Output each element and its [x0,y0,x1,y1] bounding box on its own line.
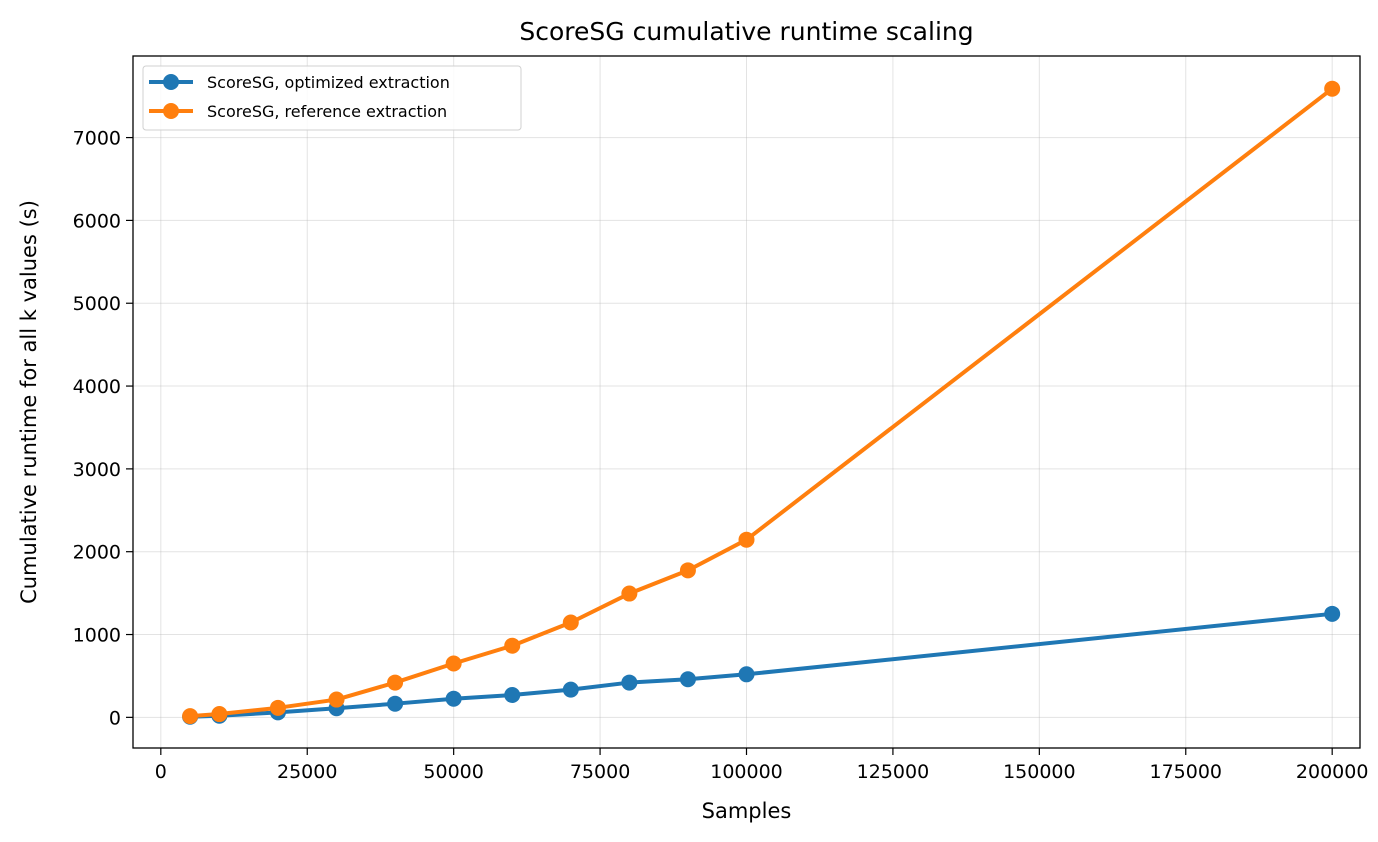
data-point [445,655,462,672]
x-tick-label: 50000 [423,761,483,783]
y-tick-label: 4000 [73,376,121,398]
y-tick-label: 3000 [73,459,121,481]
data-point [328,691,345,708]
data-point [269,699,286,716]
legend-label: ScoreSG, optimized extraction [207,73,450,92]
y-tick-label: 6000 [73,210,121,232]
data-point [679,671,696,688]
x-tick-label: 75000 [570,761,630,783]
x-tick-label: 175000 [1149,761,1222,783]
data-point [182,708,199,725]
data-point [387,695,404,712]
series-reference [182,80,1341,725]
data-point [562,681,579,698]
y-axis-title: Cumulative runtime for all k values (s) [17,200,41,604]
y-tick-label: 5000 [73,293,121,315]
data-point [621,585,638,602]
data-point [387,674,404,691]
grid [133,56,1360,748]
chart-title: ScoreSG cumulative runtime scaling [519,17,973,46]
legend-box [142,65,522,131]
y-tick-label: 2000 [73,542,121,564]
data-point [1324,605,1341,622]
legend-label: ScoreSG, reference extraction [207,102,447,121]
data-point [621,674,638,691]
data-point [504,637,521,654]
x-tick-label: 25000 [277,761,337,783]
x-tick-label: 125000 [857,761,930,783]
series-line [188,611,1335,719]
series-optimized [182,605,1341,725]
y-tick-label: 7000 [73,128,121,150]
data-point [562,614,579,631]
legend: ScoreSG, optimized extraction ScoreSG, re… [142,65,522,131]
data-point [738,666,755,683]
y-tick-label: 1000 [73,625,121,647]
x-tick-label: 200000 [1296,761,1369,783]
y-tick-label: 0 [109,707,121,729]
series-line [188,86,1335,719]
legend-swatch-marker [163,103,179,119]
series-layer [182,80,1341,725]
x-tick-label: 150000 [1003,761,1076,783]
x-tick-label: 100000 [710,761,783,783]
data-point [1324,80,1341,97]
data-point [679,562,696,579]
ticks: 0 25000 50000 75000 100000 125000 150000 175000… [73,128,1369,783]
data-point [738,531,755,548]
x-tick-label: 0 [155,761,167,783]
data-point [445,690,462,707]
x-axis-title: Samples [702,799,792,823]
legend-swatch-marker [163,74,179,90]
data-point [504,686,521,703]
data-point [211,706,228,723]
